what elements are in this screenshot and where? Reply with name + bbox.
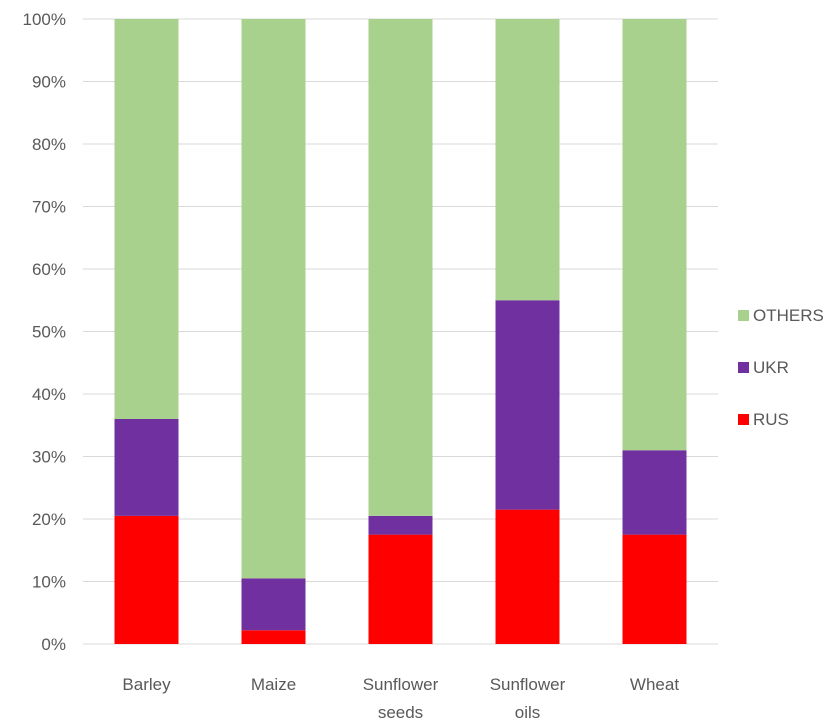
legend-swatch-ukr: [738, 362, 749, 373]
y-tick-label: 20%: [32, 510, 66, 529]
bar-segment-others-1: [241, 19, 306, 579]
legend-swatch-others: [738, 310, 749, 321]
y-tick-label: 80%: [32, 135, 66, 154]
bar-segment-rus-0: [114, 515, 179, 644]
y-tick-label: 10%: [32, 573, 66, 592]
y-tick-label: 50%: [32, 323, 66, 342]
bar-segment-rus-4: [622, 534, 687, 644]
x-category-label-line: Sunflower: [490, 675, 566, 694]
bar-segment-ukr-4: [622, 450, 687, 535]
x-category-label: Barley: [122, 675, 171, 694]
y-tick-label: 60%: [32, 260, 66, 279]
x-category-label-line: oils: [515, 703, 541, 722]
y-tick-label: 30%: [32, 448, 66, 467]
y-tick-label: 70%: [32, 198, 66, 217]
y-axis-tick-labels: 0% 10% 20% 30% 40% 50% 60% 70% 80% 90% 100%: [23, 10, 66, 654]
x-category-label: Sunflower oils: [490, 675, 566, 722]
legend-label-ukr: UKR: [753, 358, 789, 377]
bar-segment-ukr-1: [241, 578, 306, 631]
bar-segment-rus-3: [495, 509, 560, 644]
y-tick-label: 100%: [23, 10, 66, 29]
bar-segment-rus-2: [368, 534, 433, 644]
x-category-label-line: Barley: [122, 675, 171, 694]
x-category-label: Wheat: [630, 675, 679, 694]
bar-segment-others-3: [495, 19, 560, 301]
bar-segment-others-4: [622, 19, 687, 451]
y-tick-label: 40%: [32, 385, 66, 404]
x-category-label-line: Sunflower: [363, 675, 439, 694]
legend-swatch-rus: [738, 414, 749, 425]
legend-label-rus: RUS: [753, 410, 789, 429]
legend: OTHERS UKR RUS: [738, 306, 824, 429]
y-tick-label: 90%: [32, 73, 66, 92]
bar-segment-others-2: [368, 19, 433, 516]
bars: [114, 19, 687, 644]
y-tick-label: 0%: [41, 635, 66, 654]
x-category-label-line: Maize: [251, 675, 296, 694]
x-axis-category-labels: Barley Maize Sunflower seeds Sunflower oils Wh…: [122, 675, 679, 722]
bar-segment-rus-1: [241, 630, 306, 644]
bar-segment-others-0: [114, 19, 179, 419]
legend-label-others: OTHERS: [753, 306, 824, 325]
x-category-label: Maize: [251, 675, 296, 694]
x-category-label-line: Wheat: [630, 675, 679, 694]
bar-segment-ukr-2: [368, 515, 433, 535]
x-category-label: Sunflower seeds: [363, 675, 439, 722]
bar-segment-ukr-3: [495, 300, 560, 510]
bar-segment-ukr-0: [114, 419, 179, 516]
x-category-label-line: seeds: [378, 703, 423, 722]
